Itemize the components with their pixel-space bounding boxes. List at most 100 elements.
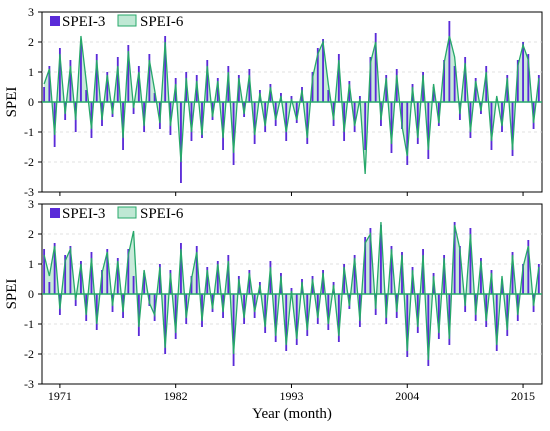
spei3-bar	[343, 102, 346, 141]
spei3-bar	[237, 75, 240, 102]
spei3-bar	[474, 78, 477, 102]
spei3-bar	[116, 57, 119, 102]
spei3-bar	[322, 39, 324, 102]
spei3-bar	[327, 294, 330, 330]
spei3-bar	[216, 78, 219, 102]
spei3-bar	[506, 75, 509, 102]
spei3-bar	[306, 102, 309, 144]
spei3-bar	[427, 102, 430, 159]
spei3-bar	[190, 102, 193, 141]
spei3-bar	[274, 102, 277, 126]
spei3-bar	[316, 294, 319, 324]
spei3-bar	[243, 294, 246, 324]
spei3-bar	[353, 255, 356, 294]
spei3-bar	[306, 294, 309, 336]
x-tick-label: 1982	[164, 389, 188, 403]
spei3-bar	[95, 294, 98, 330]
spei3-bar	[527, 240, 530, 294]
legend-spei3-label: SPEI-3	[62, 14, 105, 30]
spei3-bar	[285, 294, 288, 351]
spei3-bar	[337, 294, 340, 342]
spei3-bar	[458, 246, 461, 294]
spei3-bar	[485, 294, 488, 327]
spei3-bar	[80, 261, 82, 294]
panel-top: -3 -2 -1 0 1 2 3 SPEI SPEI-3 SPEI-6	[4, 5, 543, 199]
spei3-bar	[469, 102, 472, 138]
spei3-bar	[216, 261, 219, 294]
spei3-bar	[143, 102, 146, 132]
spei3-bar	[395, 69, 398, 102]
y-tick-label: -3	[24, 377, 34, 391]
spei3-bar	[43, 87, 46, 102]
spei3-bar	[122, 102, 124, 150]
y-tick-label: -3	[24, 185, 34, 199]
spei3-bar	[137, 66, 140, 102]
x-tick-label: 1971	[48, 389, 72, 403]
spei3-bar	[443, 60, 446, 102]
spei3-bar	[190, 276, 193, 294]
y-tick-label: 2	[28, 35, 34, 49]
spei3-bar	[364, 102, 367, 150]
spei3-bar	[148, 54, 151, 102]
spei3-bar	[295, 102, 298, 123]
spei3-bar	[274, 294, 277, 342]
spei3-bar	[422, 249, 424, 294]
panel-top-spei6-line	[43, 35, 540, 175]
spei3-bar	[453, 66, 456, 102]
spei3-bar	[80, 42, 82, 102]
spei3-bar	[85, 294, 88, 321]
spei3-bar	[206, 60, 209, 102]
spei3-bar	[180, 243, 182, 294]
spei3-bar	[201, 294, 203, 327]
spei3-bar	[501, 279, 503, 294]
spei3-bar	[448, 294, 451, 345]
spei3-bar	[516, 60, 519, 102]
spei3-bar	[490, 102, 493, 150]
spei3-bar	[369, 57, 372, 102]
spei3-bar	[264, 294, 267, 333]
spei3-bar	[522, 42, 524, 102]
spei3-bar	[158, 264, 161, 294]
y-tick-label: 3	[28, 5, 34, 19]
spei3-bar	[490, 270, 493, 294]
panel-bottom-spei6-line	[43, 221, 540, 361]
spei3-bar	[480, 258, 482, 294]
spei3-bar	[380, 225, 382, 294]
spei3-bar	[58, 48, 61, 102]
spei3-bar	[69, 60, 72, 102]
spei6-line	[43, 221, 540, 361]
panel-top-grid	[42, 41, 542, 163]
panel-bottom-ylabel: SPEI	[4, 279, 20, 310]
spei3-bar	[390, 102, 393, 153]
spei3-bar	[174, 294, 177, 339]
spei3-bar	[206, 267, 209, 294]
spei3-bar	[153, 93, 156, 102]
spei3-bar	[180, 102, 182, 183]
spei3-bar	[101, 270, 103, 294]
spei3-bar	[85, 90, 88, 102]
y-tick-label: 2	[28, 227, 34, 241]
spei3-bar	[385, 75, 388, 102]
spei3-bar	[106, 249, 109, 294]
spei3-bar	[222, 102, 224, 150]
spei3-bar	[132, 276, 135, 294]
spei3-bar	[374, 33, 377, 102]
spei3-bar	[211, 294, 214, 312]
y-tick-label: -1	[24, 317, 34, 331]
spei3-bar	[137, 294, 140, 336]
legend-spei3-swatch	[50, 208, 60, 218]
spei3-bar	[422, 72, 424, 102]
panel-bottom-yticks: -3 -2 -1 0 1 2 3	[24, 197, 42, 391]
spei3-bar	[64, 255, 67, 294]
y-tick-label: 0	[28, 287, 34, 301]
spei3-bar	[227, 255, 230, 294]
spei3-bar	[227, 66, 230, 102]
legend-spei3-swatch	[50, 16, 60, 26]
spei6-line	[43, 35, 540, 175]
legend-spei6-swatch	[117, 14, 137, 27]
y-tick-label: -2	[24, 155, 34, 169]
spei3-bar	[443, 255, 446, 294]
spei3-bar	[253, 294, 256, 318]
spei3-bar	[116, 258, 119, 294]
